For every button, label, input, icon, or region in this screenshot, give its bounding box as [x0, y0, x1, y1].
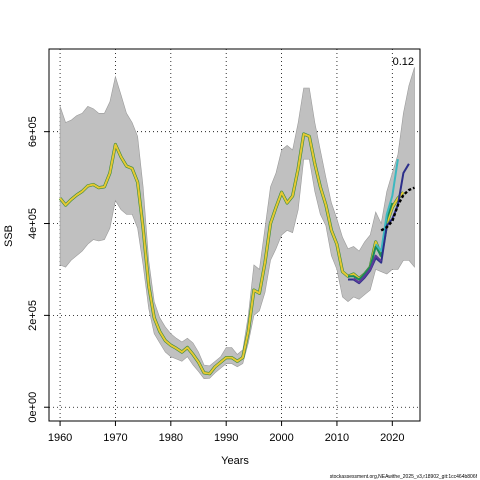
rho-annotation: 0.12	[393, 56, 414, 68]
x-tick-label: 2010	[325, 432, 349, 444]
y-tick-label: 0e+00	[27, 392, 39, 423]
x-axis-title: Years	[221, 455, 249, 467]
x-tick-label: 1960	[48, 432, 72, 444]
y-axis-title: SSB	[3, 225, 15, 247]
series-line	[374, 159, 399, 253]
y-tick-label: 6e+05	[27, 116, 39, 147]
x-tick-label: 2000	[269, 432, 293, 444]
y-axis: 0e+00 2e+05 4e+05 6e+05	[27, 116, 49, 423]
source-footnote: stockassessment.org,NEAwithe_2025_v3,r18…	[330, 474, 478, 480]
series-lines	[58, 132, 415, 376]
y-tick-label: 4e+05	[27, 208, 39, 239]
confidence-band-area	[59, 67, 415, 380]
plot-frame	[48, 48, 421, 422]
x-tick-label: 2020	[380, 432, 404, 444]
series-line	[353, 254, 382, 284]
x-tick-label: 1990	[214, 432, 238, 444]
x-tick-label: 1970	[103, 432, 127, 444]
series-line	[380, 186, 415, 232]
y-tick-label: 2e+05	[27, 300, 39, 331]
series-line	[59, 133, 405, 375]
x-tick-label: 1980	[159, 432, 183, 444]
confidence-band	[59, 67, 415, 380]
x-axis: 1960 1970 1980 1990 2000 2010 2020	[48, 421, 405, 444]
